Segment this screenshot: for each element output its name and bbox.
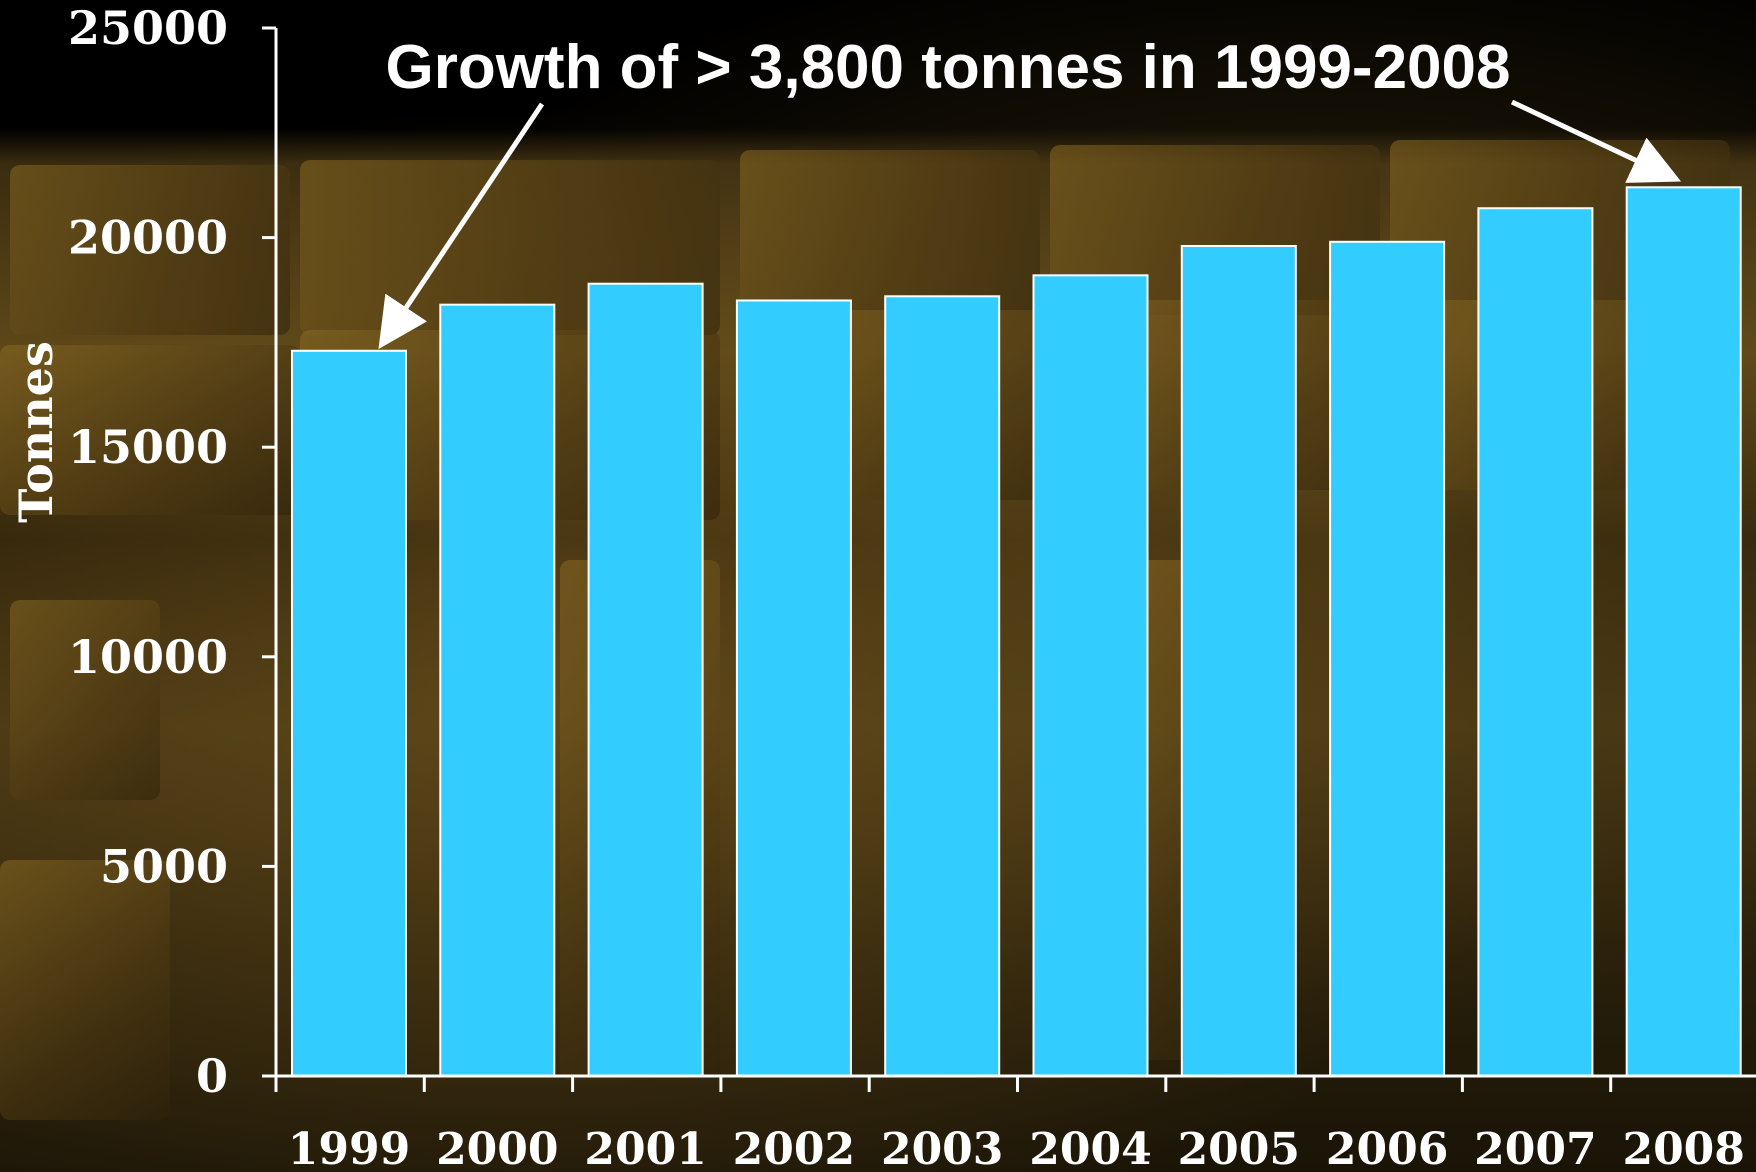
y-tick-labels: 0 5000 10000 15000 20000 25000 — [68, 1, 228, 1103]
background-gold-bar — [0, 860, 170, 1120]
bar-2003 — [884, 295, 1001, 1077]
bar-2006 — [1329, 240, 1446, 1078]
growth-annotation: Growth of > 3,800 tonnes in 1999-2008 — [385, 33, 1510, 102]
bar-2002 — [735, 299, 852, 1078]
y-tick-label-0: 0 — [196, 1049, 228, 1103]
bar-2007 — [1477, 207, 1594, 1078]
y-tick-label-10000: 10000 — [68, 630, 228, 684]
background-gold-bar — [740, 150, 1040, 310]
x-tick-label-2000: 2000 — [436, 1124, 558, 1172]
background-gold-bar — [10, 600, 160, 800]
bars-group — [291, 186, 1742, 1078]
bar-2000 — [439, 303, 556, 1077]
x-tick-label-2001: 2001 — [584, 1124, 706, 1172]
y-axis-label: Tonnes — [9, 341, 63, 523]
bar-1999 — [291, 349, 407, 1077]
x-tick-label-2007: 2007 — [1474, 1124, 1596, 1172]
background-gold-bar — [10, 165, 290, 335]
bar-2008 — [1625, 186, 1742, 1077]
y-tick-label-25000: 25000 — [68, 1, 228, 55]
bar-2004 — [1032, 274, 1149, 1077]
x-tick-label-1999: 1999 — [288, 1124, 410, 1172]
x-tick-label-2002: 2002 — [733, 1124, 855, 1172]
x-tick-labels: 1999 2000 2001 2002 2003 2004 2005 2006 2007 2008 — [288, 1124, 1745, 1172]
annotation-arrows — [378, 99, 1682, 350]
x-tick-label-2004: 2004 — [1029, 1124, 1151, 1172]
background-gold-bar — [0, 345, 300, 515]
x-tick-label-2008: 2008 — [1622, 1124, 1744, 1172]
y-tick-label-15000: 15000 — [68, 420, 228, 474]
bar-2005 — [1180, 244, 1297, 1077]
arrow-to-first-bar — [378, 102, 545, 350]
x-tick-label-2005: 2005 — [1178, 1124, 1300, 1172]
y-tick-label-20000: 20000 — [68, 211, 228, 265]
bar-2001 — [587, 282, 704, 1078]
x-tick-label-2003: 2003 — [881, 1124, 1003, 1172]
axes-group — [262, 26, 1756, 1092]
y-tick-label-5000: 5000 — [100, 839, 228, 893]
x-tick-label-2006: 2006 — [1326, 1124, 1448, 1172]
arrow-to-last-bar — [1510, 99, 1682, 183]
